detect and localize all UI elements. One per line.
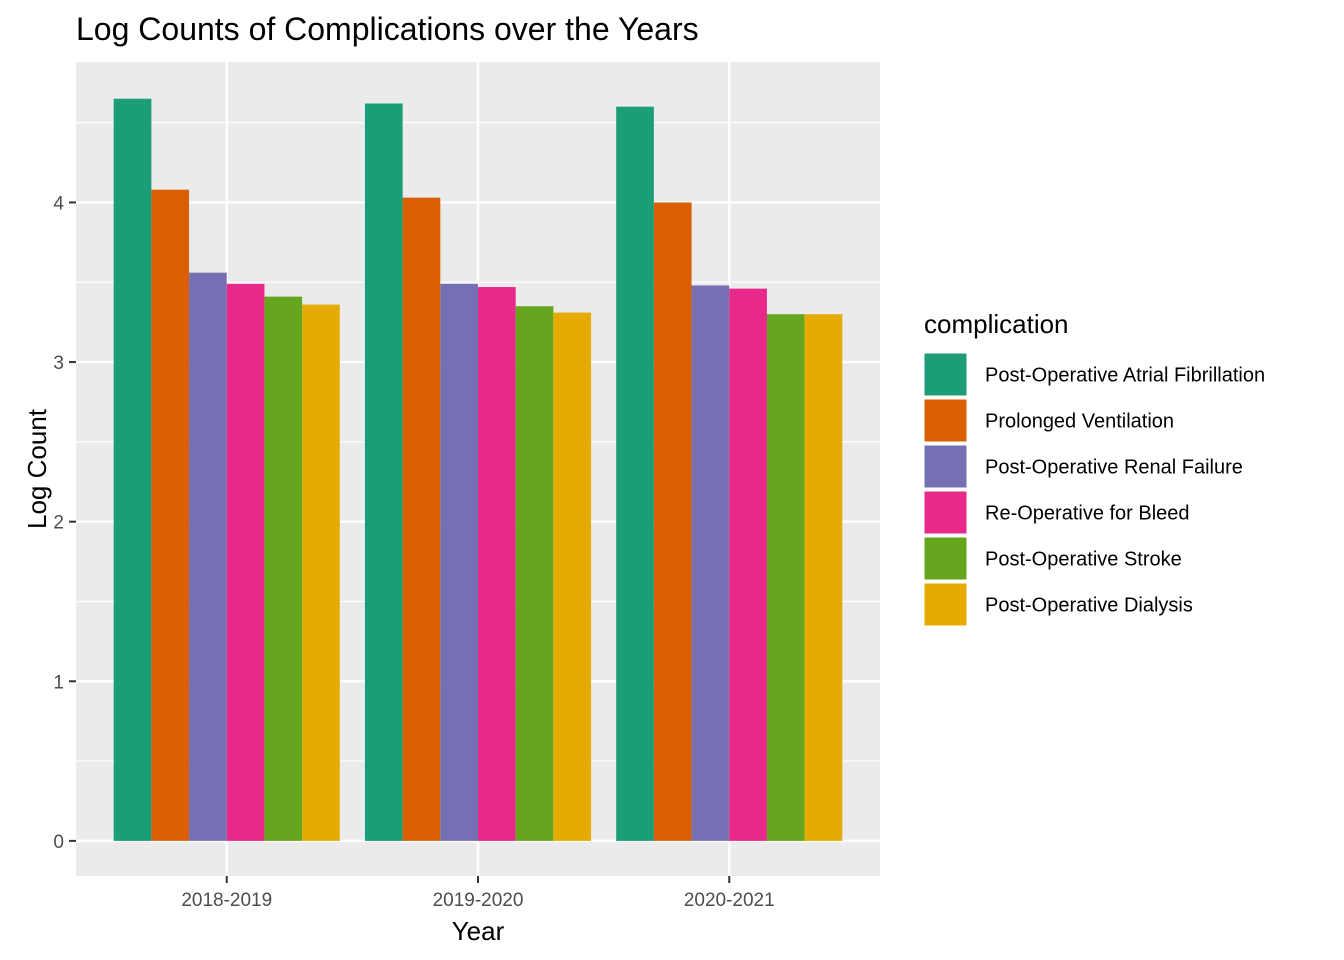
legend: complication Post-Operative Atrial Fibri… [923, 309, 1265, 627]
y-axis: 0 1 2 3 4 [53, 193, 76, 853]
legend-key [923, 398, 968, 443]
legend-label: Post-Operative Atrial Fibrillation [985, 365, 1265, 387]
y-tick-label: 1 [53, 672, 64, 693]
x-tick-label: 2020-2021 [684, 890, 775, 911]
legend-label: Prolonged Ventilation [985, 411, 1174, 433]
bars [113, 98, 843, 841]
y-axis-title: Log Count [22, 408, 52, 529]
bar [189, 272, 227, 841]
bar [113, 98, 152, 841]
bar [616, 106, 654, 841]
bar [440, 283, 478, 841]
bar [804, 314, 843, 841]
bar [478, 287, 516, 841]
y-tick-label: 2 [53, 513, 64, 534]
bar [264, 296, 303, 841]
legend-key [923, 352, 968, 397]
bar [729, 288, 767, 841]
bar [515, 306, 554, 841]
bar [766, 314, 805, 841]
x-axis: 2018-2019 2019-2020 2020-2021 [181, 876, 775, 911]
legend-label: Post-Operative Dialysis [985, 595, 1193, 617]
y-tick-label: 4 [53, 193, 64, 214]
legend-key [923, 582, 968, 627]
bar [691, 285, 730, 841]
x-tick-label: 2018-2019 [181, 890, 272, 911]
bar [364, 103, 403, 841]
legend-key [923, 490, 968, 535]
bar [226, 283, 265, 841]
legend-label: Re-Operative for Bleed [985, 503, 1190, 525]
bar [302, 304, 340, 841]
x-tick-label: 2019-2020 [433, 890, 524, 911]
legend-key [923, 536, 968, 581]
legend-key [923, 444, 968, 489]
y-tick-label: 3 [53, 353, 64, 374]
bar [653, 202, 692, 841]
legend-title: complication [924, 309, 1069, 339]
chart-title: Log Counts of Complications over the Yea… [76, 11, 699, 47]
bar [402, 197, 441, 841]
bar [553, 312, 592, 841]
y-tick-label: 0 [53, 832, 64, 853]
x-axis-title: Year [452, 916, 505, 946]
bar [151, 189, 190, 841]
legend-label: Post-Operative Renal Failure [985, 457, 1243, 479]
legend-label: Post-Operative Stroke [985, 549, 1182, 571]
